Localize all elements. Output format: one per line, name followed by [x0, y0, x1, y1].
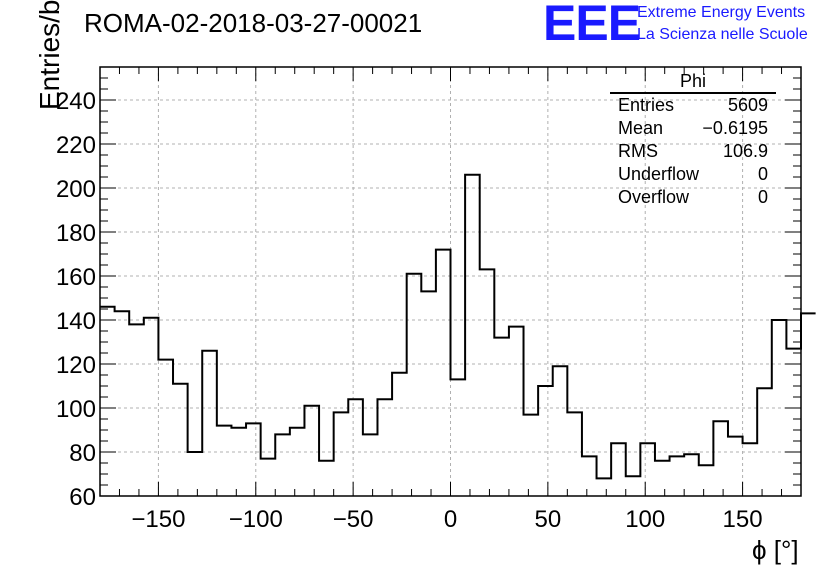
stats-box: Phi Entries 5609 Mean −0.6195 RMS 106.9 … [610, 70, 776, 209]
histogram-bin [699, 465, 714, 496]
histogram-line [100, 173, 816, 480]
histogram-bin [772, 320, 787, 496]
y-tick-label: 80 [69, 440, 96, 467]
histogram-bin [626, 476, 641, 496]
y-tick-label: 60 [69, 484, 96, 511]
histogram-bin [553, 366, 568, 496]
histogram-bin [188, 452, 203, 496]
histogram-bin [597, 478, 612, 496]
histogram-bin [728, 437, 743, 496]
histogram-bin [743, 443, 758, 496]
histogram-bin [421, 291, 436, 496]
histogram-bin [582, 456, 597, 496]
y-tick-label: 120 [56, 352, 96, 379]
y-tick-label: 200 [56, 176, 96, 203]
histogram-bin [304, 406, 319, 496]
stats-value: 0 [757, 187, 768, 207]
y-tick-label: 160 [56, 264, 96, 291]
stats-row-entries: Entries 5609 [610, 94, 776, 117]
stats-title: Phi [610, 70, 776, 94]
stats-row-rms: RMS 106.9 [610, 140, 776, 163]
logo-line-2: La Scienza nelle Scuole [637, 26, 808, 43]
stats-value: −0.6195 [702, 118, 768, 138]
histogram-bin [757, 388, 772, 496]
stats-value: 106.9 [722, 141, 768, 161]
histogram-bin [100, 307, 115, 496]
histogram-bin [158, 360, 173, 496]
histogram-bin [217, 426, 232, 496]
histogram-bin [480, 269, 495, 496]
chart-title: ROMA-02-2018-03-27-00021 [84, 8, 423, 38]
histogram-bin [115, 311, 130, 496]
stats-value: 0 [757, 164, 768, 184]
histogram-bin [363, 434, 378, 496]
histogram-bin [129, 324, 144, 496]
tick-labels: −150 −100 −50 0 50 100 150 60 80 100 120 140 160 180 2… [56, 88, 763, 533]
histogram-bin [334, 412, 349, 496]
eee-logo: EEE [543, 0, 641, 51]
y-tick-label: 180 [56, 220, 96, 247]
histogram-bin [246, 423, 261, 496]
histogram-bin [261, 459, 276, 496]
histogram-bin [231, 428, 246, 496]
histogram-bin [348, 399, 363, 496]
histogram-bin [377, 399, 392, 496]
x-tick-label: 50 [535, 506, 562, 533]
histogram-bin [567, 412, 582, 496]
stats-row-overflow: Overflow 0 [610, 186, 776, 209]
tick-marks [99, 66, 802, 497]
stats-label: RMS [618, 141, 658, 161]
histogram-bin [640, 443, 655, 496]
x-tick-label: −100 [229, 506, 283, 533]
x-tick-label: −150 [131, 506, 185, 533]
histogram-bin [509, 327, 524, 496]
histogram-bin [524, 415, 539, 496]
histogram-bin [436, 250, 451, 496]
stats-row-mean: Mean −0.6195 [610, 117, 776, 140]
histogram-bin [713, 421, 728, 496]
histogram-bin [655, 461, 670, 496]
histogram-series [100, 173, 816, 496]
histogram-bin [319, 461, 334, 496]
histogram-bin [684, 454, 699, 496]
stats-label: Underflow [618, 164, 700, 184]
histogram-bin [407, 274, 422, 496]
histogram-bin [538, 386, 553, 496]
histogram-bin [173, 384, 188, 496]
histogram-bin [465, 175, 480, 496]
y-tick-label: 220 [56, 132, 96, 159]
histogram-bin [275, 434, 290, 496]
histogram-bin [144, 318, 159, 496]
x-tick-label: 100 [625, 506, 665, 533]
logo-line-1: Extreme Energy Events [637, 4, 806, 21]
x-axis-label: ϕ [°] [752, 535, 799, 565]
histogram-bin [801, 313, 816, 496]
histogram-bin [392, 373, 407, 496]
histogram-bin [202, 351, 217, 496]
y-tick-label: 240 [56, 88, 96, 115]
x-tick-label: 0 [444, 506, 457, 533]
stats-row-underflow: Underflow 0 [610, 163, 776, 186]
stats-label: Overflow [618, 187, 690, 207]
stats-label: Entries [618, 95, 675, 115]
stats-value: 5609 [727, 95, 768, 115]
histogram-bin [290, 428, 305, 496]
y-axis-label: Entries/bin [34, 0, 65, 110]
y-tick-label: 140 [56, 308, 96, 335]
stats-label: Mean [618, 118, 664, 138]
histogram-bin [611, 443, 626, 496]
histogram-bin [494, 338, 509, 496]
x-tick-label: −50 [333, 506, 374, 533]
histogram-bin [670, 456, 685, 496]
x-tick-label: 150 [723, 506, 763, 533]
histogram-bin [451, 379, 466, 496]
y-tick-label: 100 [56, 396, 96, 423]
